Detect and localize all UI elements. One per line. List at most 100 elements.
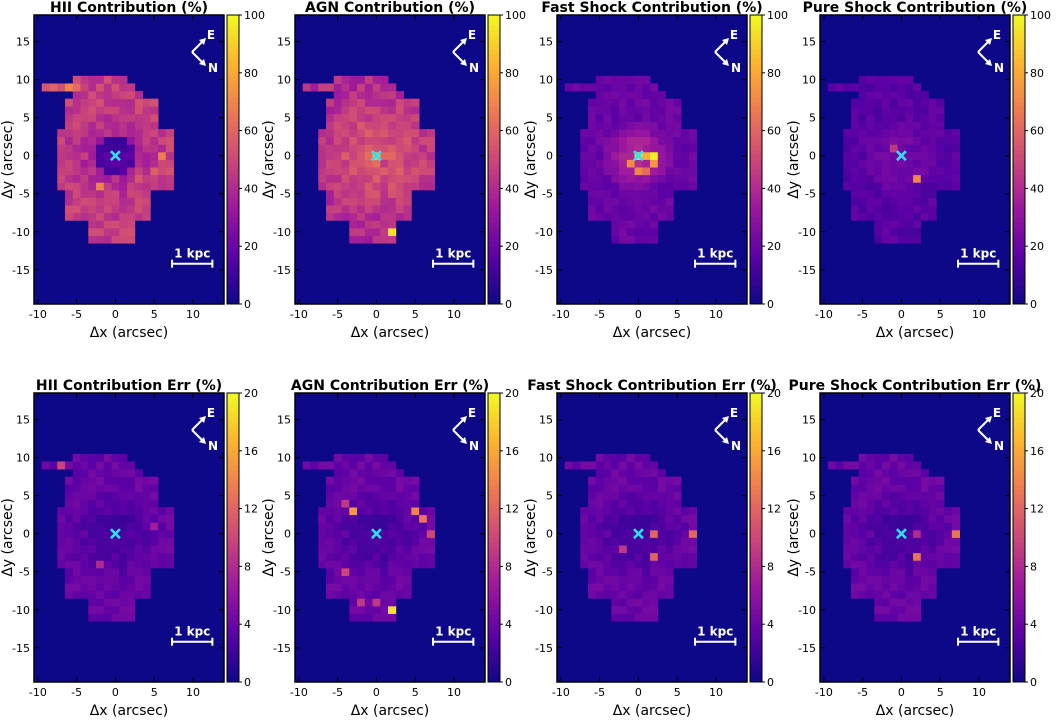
heatmap-pixel (142, 529, 151, 538)
heatmap-pixel (111, 491, 120, 500)
colorbar-segment (227, 231, 239, 238)
heatmap-pixel (913, 469, 922, 478)
compass-north-label: N (994, 439, 1004, 453)
heatmap-pixel (72, 522, 81, 531)
heatmap-pixel (611, 113, 620, 122)
heatmap-pixel (588, 167, 597, 176)
heatmap-pixel (588, 106, 597, 115)
heatmap-pixel (349, 605, 358, 614)
heatmap-pixel (142, 197, 151, 206)
heatmap-pixel (165, 129, 174, 138)
heatmap-pixel (349, 129, 358, 138)
heatmap-pixel (326, 590, 335, 599)
colorbar-segment (227, 82, 239, 88)
colorbar-segment (227, 518, 239, 524)
heatmap-pixel (642, 129, 651, 138)
heatmap-pixel (65, 159, 74, 168)
heatmap-pixel (642, 159, 651, 168)
heatmap-pixel (119, 212, 128, 221)
heatmap-pixel (411, 174, 420, 183)
heatmap-pixel (920, 567, 929, 576)
heatmap-pixel (403, 590, 412, 599)
heatmap-pixel (889, 227, 898, 236)
heatmap-pixel (673, 136, 682, 145)
heatmap-pixel (611, 189, 620, 198)
colorbar-segment (1013, 39, 1025, 45)
heatmap-pixel (580, 552, 589, 561)
heatmap-pixel (913, 113, 922, 122)
colorbar-segment (1013, 159, 1025, 165)
heatmap-pixel (119, 98, 128, 107)
heatmap-pixel (882, 212, 891, 221)
heatmap-pixel (936, 98, 945, 107)
colorbar-segment (750, 125, 762, 132)
heatmap-pixel (80, 529, 89, 538)
colorbar-segment (488, 72, 500, 79)
heatmap-pixel (688, 514, 697, 523)
y-tick-label: 0 (546, 528, 553, 541)
heatmap-pixel (603, 491, 612, 500)
colorbar-segment (488, 518, 500, 524)
heatmap-pixel (642, 545, 651, 554)
y-tick-label: -15 (798, 264, 816, 277)
heatmap-pixel (127, 567, 136, 576)
heatmap-pixel (936, 476, 945, 485)
heatmap-pixel (858, 529, 867, 538)
colorbar-segment (227, 198, 239, 204)
heatmap-pixel (72, 205, 81, 214)
heatmap-pixel (380, 598, 389, 607)
heatmap-pixel (103, 235, 112, 244)
heatmap-pixel (96, 113, 105, 122)
heatmap-pixel (411, 159, 420, 168)
heatmap-pixel (72, 174, 81, 183)
heatmap-pixel (341, 167, 350, 176)
colorbar-segment (227, 39, 239, 45)
heatmap-pixel (626, 575, 635, 584)
heatmap-pixel (96, 453, 105, 462)
north-arrowhead (460, 59, 467, 66)
heatmap-pixel (426, 129, 435, 138)
heatmap-pixel (920, 476, 929, 485)
colorbar-segment (750, 402, 762, 408)
heatmap-pixel (65, 507, 74, 516)
heatmap-pixel (611, 514, 620, 523)
heatmap-pixel (843, 537, 852, 546)
heatmap-pixel (388, 106, 397, 115)
x-tick-label: -10 (29, 686, 47, 699)
heatmap-pixel (619, 605, 628, 614)
heatmap-pixel (364, 560, 373, 569)
heatmap-pixel (626, 235, 635, 244)
heatmap-pixel (364, 197, 373, 206)
heatmap-pixel (103, 144, 112, 153)
heatmap-pixel (580, 151, 589, 160)
heatmap-pixel (882, 469, 891, 478)
heatmap-pixel (372, 167, 381, 176)
heatmap-pixel (851, 189, 860, 198)
heatmap-pixel (341, 197, 350, 206)
heatmap-pixel (665, 113, 674, 122)
heatmap-pixel (364, 499, 373, 508)
colorbar-segment (750, 178, 762, 185)
colorbar-segment (1013, 260, 1025, 266)
heatmap-pixel (65, 522, 74, 531)
colorbar-segment (488, 39, 500, 45)
heatmap-pixel (380, 220, 389, 229)
heatmap-pixel (905, 136, 914, 145)
heatmap-pixel (380, 522, 389, 531)
heatmap-pixel (642, 182, 651, 191)
colorbar-segment (227, 662, 239, 669)
heatmap-pixel (611, 212, 620, 221)
colorbar-segment (227, 96, 239, 103)
heatmap-pixel (88, 83, 97, 92)
heatmap-pixel (134, 121, 143, 130)
heatmap-pixel (388, 491, 397, 500)
heatmap-pixel (642, 113, 651, 122)
heatmap-pixel (119, 106, 128, 115)
heatmap-pixel (866, 567, 875, 576)
heatmap-pixel (951, 167, 960, 176)
heatmap-pixel (333, 159, 342, 168)
heatmap-pixel (626, 83, 635, 92)
y-axis-label: Δy (arcsec) (261, 498, 277, 577)
heatmap-pixel (96, 469, 105, 478)
colorbar-segment (227, 561, 239, 567)
